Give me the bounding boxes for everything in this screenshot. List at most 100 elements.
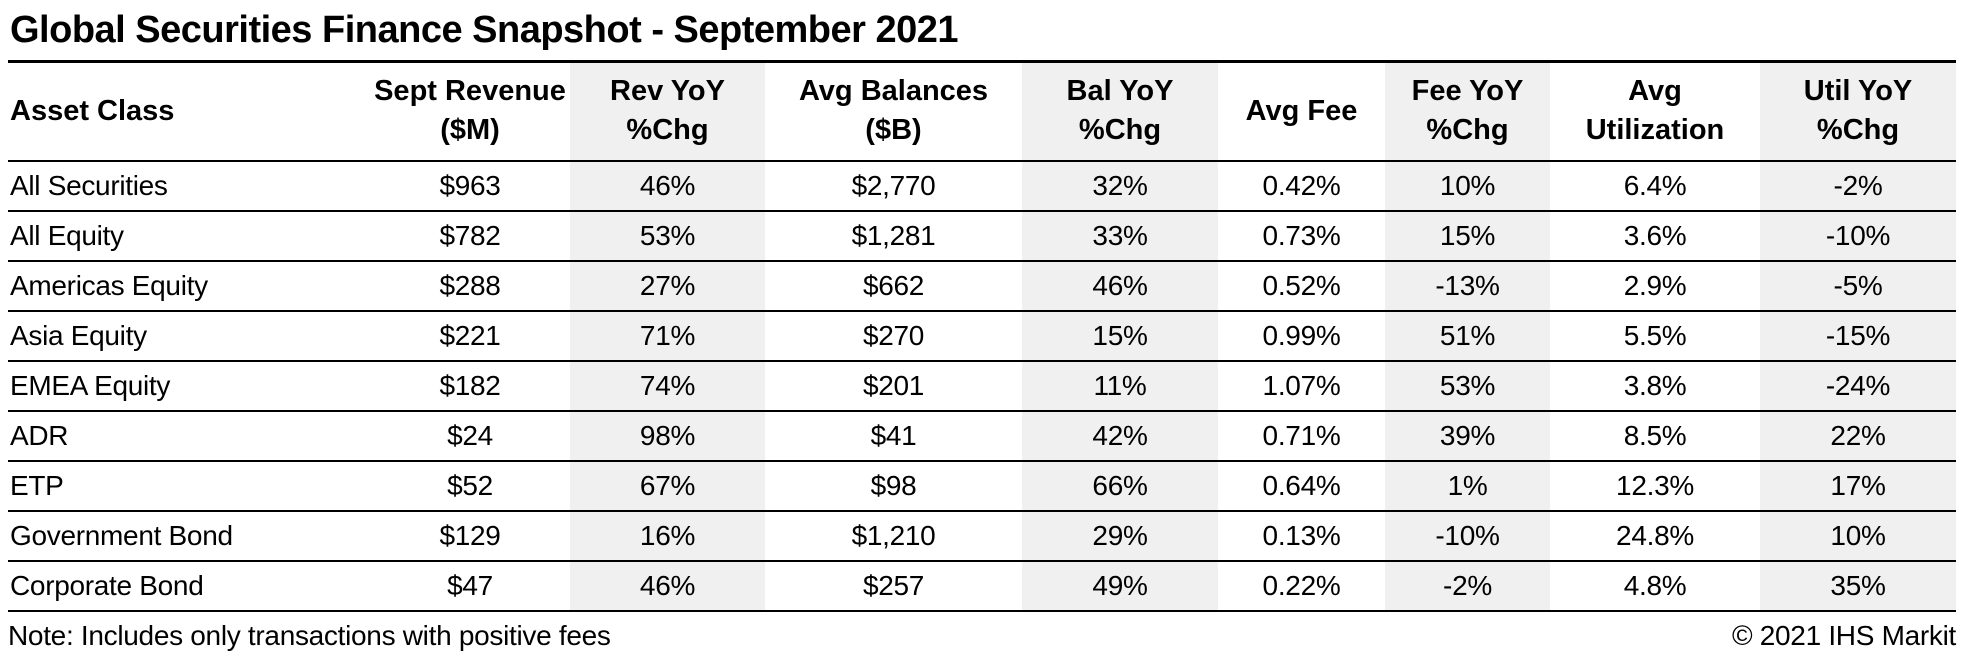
value-cell-sept-revenue: $288 <box>370 260 570 312</box>
value-cell-bal-yoy: 49% <box>1022 560 1218 612</box>
table-row: ADR $24 98% $41 42% 0.71% 39% 8.5% 22% <box>8 410 1956 462</box>
table-row: EMEA Equity $182 74% $201 11% 1.07% 53% 3.8% -24… <box>8 360 1956 412</box>
value-cell-fee-yoy: 1% <box>1385 460 1550 512</box>
value-cell-bal-yoy: 46% <box>1022 260 1218 312</box>
column-header-line: Rev YoY <box>610 75 725 108</box>
column-header-line: %Chg <box>1426 114 1509 147</box>
column-header-util-yoy: Util YoY %Chg <box>1760 61 1956 162</box>
column-header-line: Asset Class <box>10 94 175 127</box>
value-cell-rev-yoy: 27% <box>570 260 765 312</box>
value-cell-avg-balances: $270 <box>765 310 1022 362</box>
table-row: Corporate Bond $47 46% $257 49% 0.22% -2% 4.8% 3… <box>8 560 1956 612</box>
value-cell-avg-balances: $257 <box>765 560 1022 612</box>
value-cell-fee-yoy: 39% <box>1385 410 1550 462</box>
asset-class-cell: All Securities <box>8 160 370 212</box>
table-row: All Securities $963 46% $2,770 32% 0.42% 10% 6.… <box>8 160 1956 212</box>
value-cell-sept-revenue: $52 <box>370 460 570 512</box>
table-header: Asset Class Sept Revenue ($M) Rev YoY %Chg Av… <box>8 61 1956 162</box>
value-cell-rev-yoy: 46% <box>570 560 765 612</box>
value-cell-avg-utilization: 2.9% <box>1550 260 1760 312</box>
value-cell-bal-yoy: 42% <box>1022 410 1218 462</box>
column-header-line: Avg <box>1628 75 1682 108</box>
value-cell-fee-yoy: 15% <box>1385 210 1550 262</box>
value-cell-avg-fee: 0.13% <box>1218 510 1385 562</box>
value-cell-sept-revenue: $782 <box>370 210 570 262</box>
value-cell-fee-yoy: -2% <box>1385 560 1550 612</box>
column-header-rev-yoy: Rev YoY %Chg <box>570 61 765 162</box>
value-cell-avg-fee: 1.07% <box>1218 360 1385 412</box>
value-cell-fee-yoy: -13% <box>1385 260 1550 312</box>
value-cell-rev-yoy: 46% <box>570 160 765 212</box>
column-header-line: Util YoY <box>1803 75 1913 108</box>
value-cell-bal-yoy: 32% <box>1022 160 1218 212</box>
value-cell-avg-balances: $1,210 <box>765 510 1022 562</box>
table-row: Americas Equity $288 27% $662 46% 0.52% -13% 2.… <box>8 260 1956 312</box>
value-cell-util-yoy: -10% <box>1760 210 1956 262</box>
value-cell-rev-yoy: 74% <box>570 360 765 412</box>
value-cell-avg-balances: $98 <box>765 460 1022 512</box>
value-cell-bal-yoy: 15% <box>1022 310 1218 362</box>
column-header-line: %Chg <box>1816 114 1900 147</box>
column-header-line: Sept Revenue <box>374 75 566 108</box>
asset-class-cell: ETP <box>8 460 370 512</box>
value-cell-fee-yoy: -10% <box>1385 510 1550 562</box>
value-cell-util-yoy: 22% <box>1760 410 1956 462</box>
page-title: Global Securities Finance Snapshot - Sep… <box>10 9 959 51</box>
column-header-line: Bal YoY <box>1066 75 1174 108</box>
value-cell-avg-balances: $201 <box>765 360 1022 412</box>
value-cell-avg-fee: 0.64% <box>1218 460 1385 512</box>
value-cell-rev-yoy: 16% <box>570 510 765 562</box>
value-cell-avg-utilization: 3.8% <box>1550 360 1760 412</box>
column-header-line: Avg Fee <box>1245 94 1358 127</box>
column-header-line: ($B) <box>865 114 922 147</box>
value-cell-avg-balances: $1,281 <box>765 210 1022 262</box>
value-cell-avg-balances: $2,770 <box>765 160 1022 212</box>
value-cell-util-yoy: -2% <box>1760 160 1956 212</box>
value-cell-avg-utilization: 3.6% <box>1550 210 1760 262</box>
value-cell-avg-utilization: 4.8% <box>1550 560 1760 612</box>
value-cell-avg-balances: $662 <box>765 260 1022 312</box>
value-cell-sept-revenue: $182 <box>370 360 570 412</box>
table-row: All Equity $782 53% $1,281 33% 0.73% 15% 3.6% -1… <box>8 210 1956 262</box>
value-cell-avg-utilization: 5.5% <box>1550 310 1760 362</box>
column-header-bal-yoy: Bal YoY %Chg <box>1022 61 1218 162</box>
value-cell-avg-utilization: 8.5% <box>1550 410 1760 462</box>
value-cell-rev-yoy: 71% <box>570 310 765 362</box>
value-cell-util-yoy: 35% <box>1760 560 1956 612</box>
asset-class-cell: EMEA Equity <box>8 360 370 412</box>
table-body: All Securities $963 46% $2,770 32% 0.42% 10% 6.… <box>8 160 1956 612</box>
table-row: Asia Equity $221 71% $270 15% 0.99% 51% 5.5% -15… <box>8 310 1956 362</box>
copyright: © 2021 IHS Markit <box>1731 619 1956 651</box>
value-cell-bal-yoy: 33% <box>1022 210 1218 262</box>
value-cell-avg-fee: 0.42% <box>1218 160 1385 212</box>
value-cell-rev-yoy: 98% <box>570 410 765 462</box>
value-cell-util-yoy: 10% <box>1760 510 1956 562</box>
value-cell-rev-yoy: 53% <box>570 210 765 262</box>
asset-class-cell: Government Bond <box>8 510 370 562</box>
value-cell-bal-yoy: 29% <box>1022 510 1218 562</box>
column-header-line: %Chg <box>626 114 709 147</box>
value-cell-sept-revenue: $129 <box>370 510 570 562</box>
value-cell-avg-utilization: 6.4% <box>1550 160 1760 212</box>
asset-class-cell: ADR <box>8 410 370 462</box>
value-cell-sept-revenue: $221 <box>370 310 570 362</box>
value-cell-rev-yoy: 67% <box>570 460 765 512</box>
column-header-line: Avg Balances <box>798 75 989 108</box>
column-header-line: Fee YoY <box>1411 75 1524 108</box>
value-cell-util-yoy: 17% <box>1760 460 1956 512</box>
value-cell-bal-yoy: 66% <box>1022 460 1218 512</box>
securities-finance-table: Asset Class Sept Revenue ($M) Rev YoY %Chg Av… <box>8 59 1956 612</box>
value-cell-avg-fee: 0.71% <box>1218 410 1385 462</box>
column-header-avg-fee: Avg Fee <box>1218 61 1385 162</box>
footnote: Note: Includes only transactions with po… <box>8 619 611 651</box>
value-cell-sept-revenue: $47 <box>370 560 570 612</box>
value-cell-util-yoy: -24% <box>1760 360 1956 412</box>
column-header-line: Utilization <box>1585 114 1725 147</box>
column-header-line: ($M) <box>440 114 500 147</box>
value-cell-avg-fee: 0.22% <box>1218 560 1385 612</box>
asset-class-cell: Asia Equity <box>8 310 370 362</box>
value-cell-avg-balances: $41 <box>765 410 1022 462</box>
value-cell-util-yoy: -5% <box>1760 260 1956 312</box>
value-cell-sept-revenue: $24 <box>370 410 570 462</box>
